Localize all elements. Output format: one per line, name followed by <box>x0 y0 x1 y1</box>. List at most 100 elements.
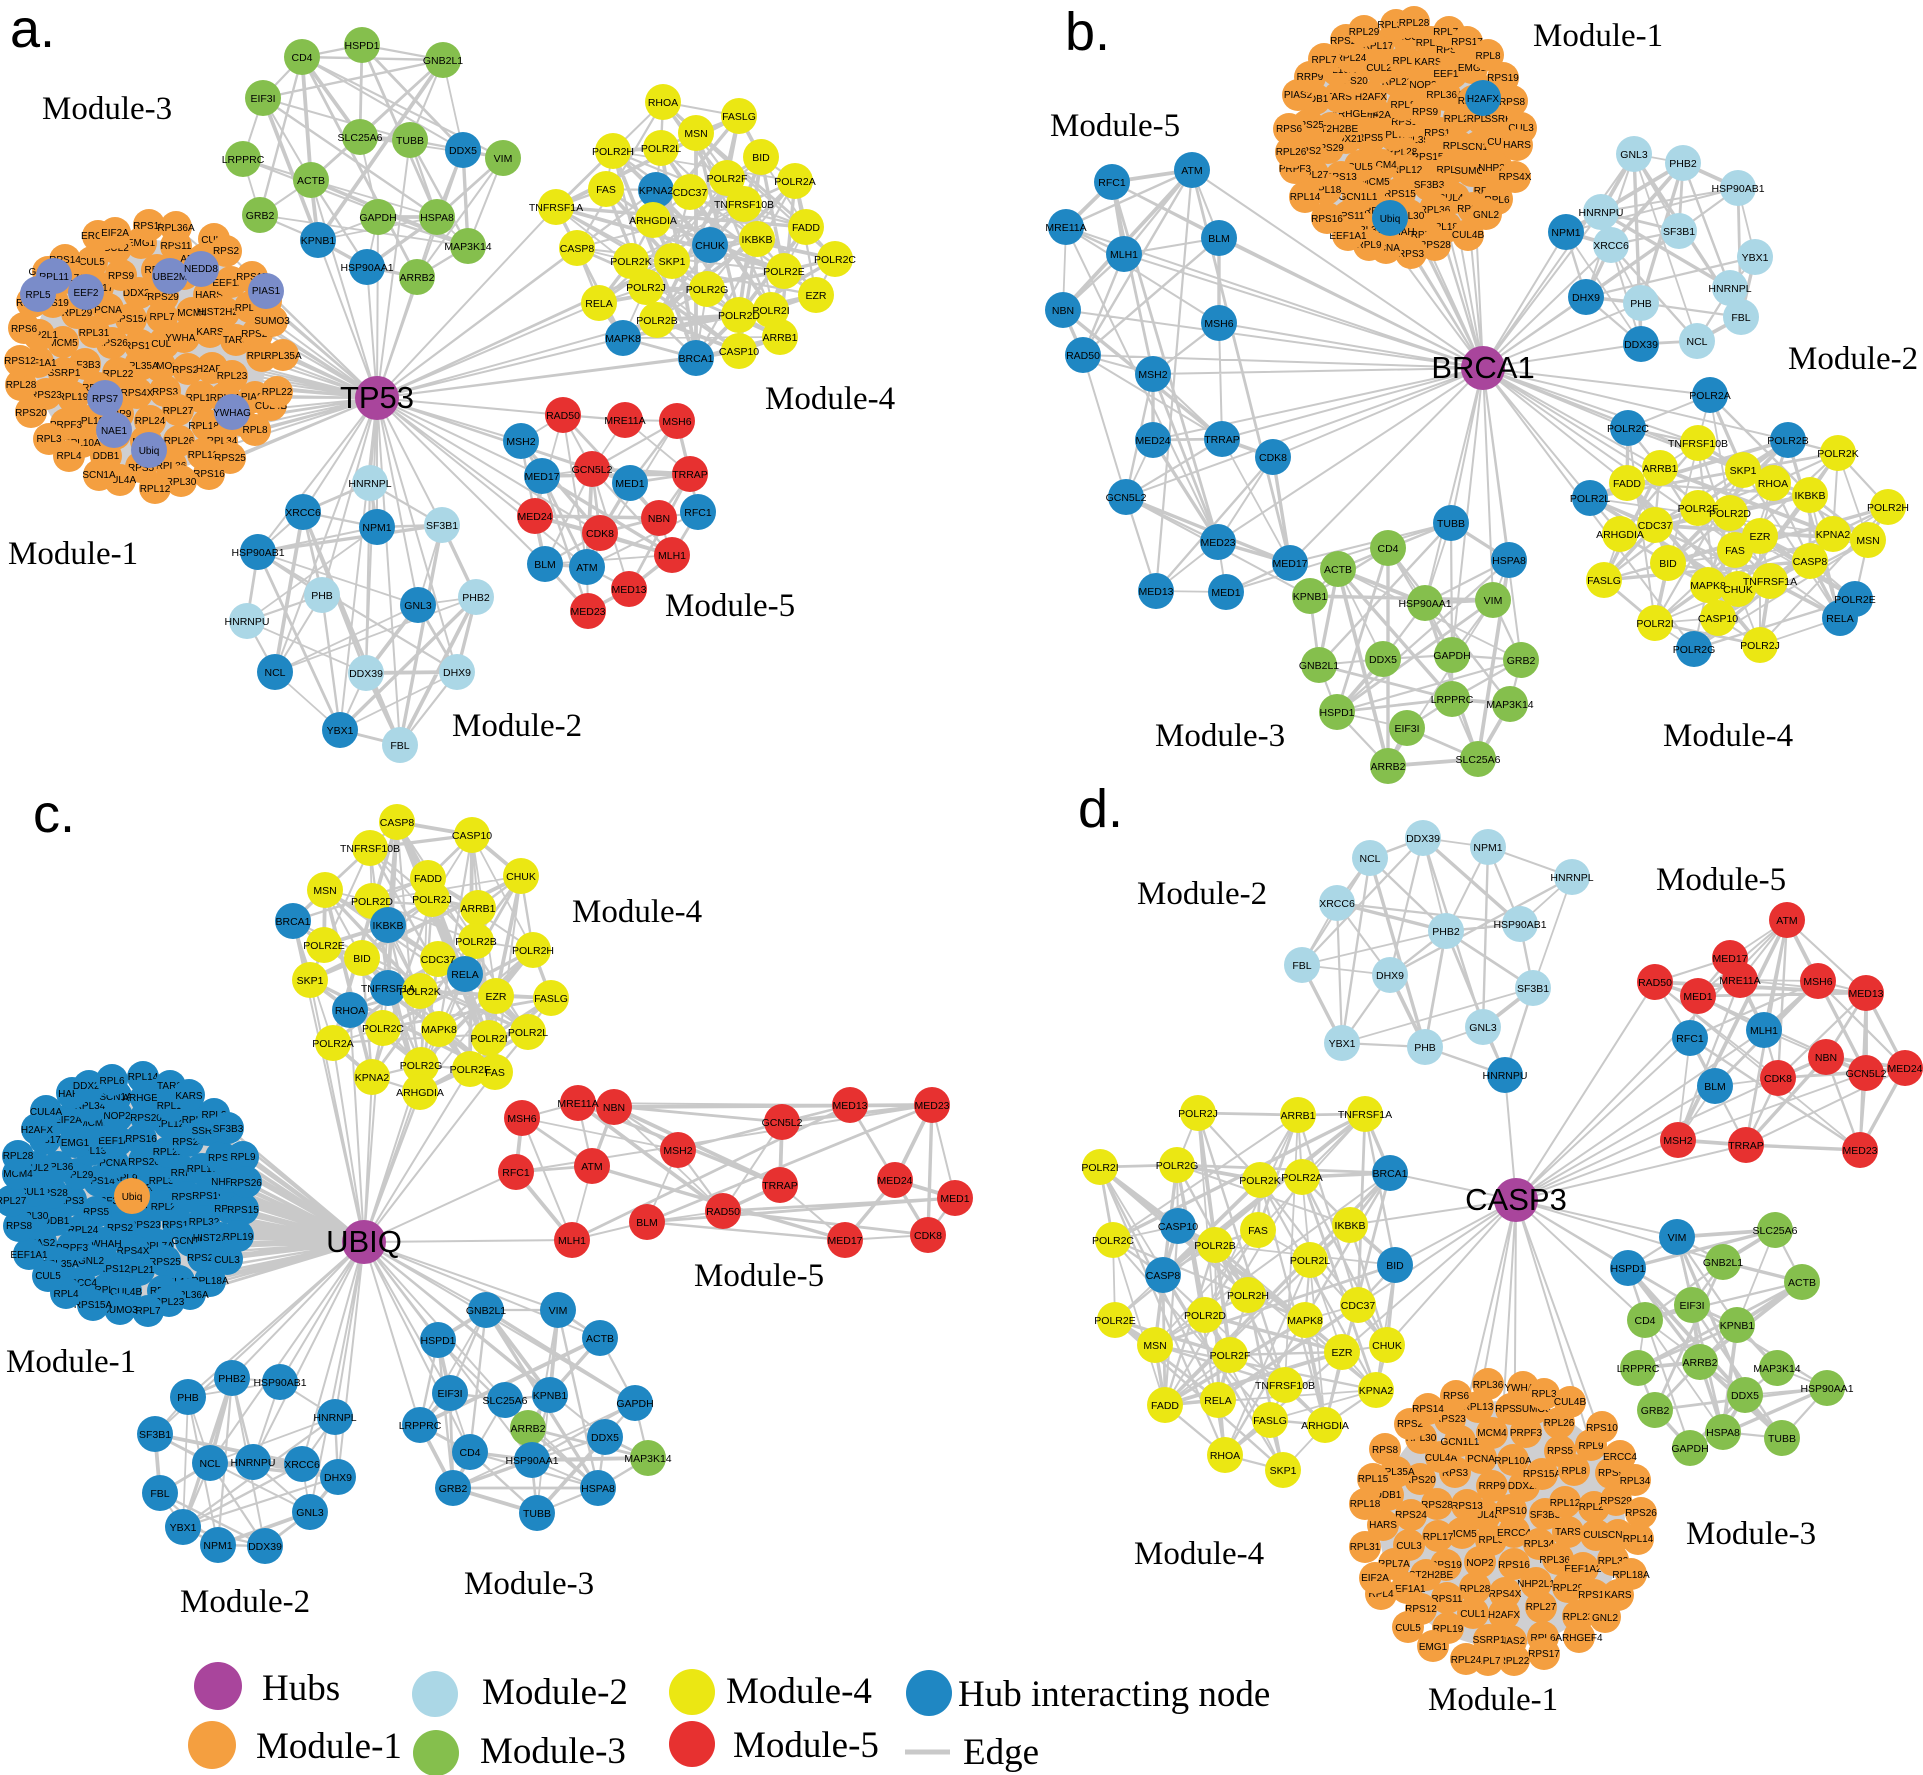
svg-text:RPS28: RPS28 <box>1419 240 1451 251</box>
svg-text:SKP1: SKP1 <box>1270 1465 1297 1477</box>
svg-text:RPL34: RPL34 <box>1620 1476 1651 1487</box>
svg-text:RPL8: RPL8 <box>1390 100 1415 111</box>
svg-text:DDX21: DDX21 <box>1330 134 1363 145</box>
svg-text:RPL31: RPL31 <box>79 328 110 339</box>
svg-text:RPS10: RPS10 <box>1586 1423 1618 1434</box>
svg-text:RPL9: RPL9 <box>112 1173 137 1184</box>
svg-text:RAD50: RAD50 <box>706 1206 740 1218</box>
svg-text:KPNA2: KPNA2 <box>639 185 674 197</box>
svg-text:H2AFX: H2AFX <box>196 364 229 375</box>
svg-text:FASLG: FASLG <box>534 993 568 1005</box>
svg-text:RPL13: RPL13 <box>188 450 219 461</box>
svg-text:BID: BID <box>1386 1260 1404 1272</box>
svg-text:RPS5: RPS5 <box>128 463 155 474</box>
svg-text:FADD: FADD <box>1151 1400 1179 1412</box>
svg-text:RPS12: RPS12 <box>1405 1604 1437 1615</box>
svg-text:MLH1: MLH1 <box>658 550 686 562</box>
svg-text:GCN1L1: GCN1L1 <box>1441 1437 1480 1448</box>
svg-text:Module-1: Module-1 <box>1533 18 1663 54</box>
svg-text:RPL27: RPL27 <box>163 406 194 417</box>
svg-text:LRPPRC: LRPPRC <box>1617 1363 1660 1375</box>
svg-text:RPL3: RPL3 <box>201 1110 226 1121</box>
svg-text:BRCA1: BRCA1 <box>678 353 713 365</box>
svg-text:RPL5: RPL5 <box>25 290 50 301</box>
svg-text:KARS: KARS <box>175 1091 203 1102</box>
svg-text:CASP3: CASP3 <box>1465 1182 1567 1217</box>
svg-text:TNFRSF10B: TNFRSF10B <box>714 199 774 211</box>
svg-text:ACTB: ACTB <box>1788 1277 1816 1289</box>
svg-text:GAPDH: GAPDH <box>616 1398 653 1410</box>
svg-text:RPL3: RPL3 <box>36 434 61 445</box>
svg-text:ARHGDIA: ARHGDIA <box>396 1087 444 1099</box>
svg-text:b.: b. <box>1065 2 1110 62</box>
svg-text:RPL30: RPL30 <box>1406 1433 1437 1444</box>
svg-text:VIM: VIM <box>549 1305 568 1317</box>
svg-text:CHUK: CHUK <box>506 871 536 883</box>
svg-text:HNRNPL: HNRNPL <box>313 1412 356 1424</box>
svg-text:POLR2B: POLR2B <box>1194 1240 1235 1252</box>
svg-text:CASP8: CASP8 <box>1793 556 1828 568</box>
svg-text:MED23: MED23 <box>914 1100 949 1112</box>
svg-text:TRRAP: TRRAP <box>762 1180 798 1192</box>
svg-text:RPL34: RPL34 <box>75 1101 106 1112</box>
svg-text:GAPDH: GAPDH <box>1433 650 1470 662</box>
svg-text:POLR2L: POLR2L <box>508 1027 548 1039</box>
svg-text:BLM: BLM <box>1704 1081 1726 1093</box>
svg-text:TUBB: TUBB <box>1768 1433 1796 1445</box>
svg-text:POLR2C: POLR2C <box>814 254 856 266</box>
svg-text:TRRAP: TRRAP <box>1728 1140 1764 1152</box>
svg-text:MED13: MED13 <box>611 584 646 596</box>
svg-text:RPS14: RPS14 <box>1412 1404 1444 1415</box>
svg-text:POLR2K: POLR2K <box>610 256 651 268</box>
svg-text:RPS16: RPS16 <box>1498 1560 1530 1571</box>
svg-text:NCL: NCL <box>199 1458 220 1470</box>
svg-text:POLR2E: POLR2E <box>763 266 804 278</box>
svg-text:RPS29: RPS29 <box>147 292 179 303</box>
svg-text:RPL31: RPL31 <box>1350 1542 1381 1553</box>
svg-text:NCL: NCL <box>1359 853 1380 865</box>
svg-text:RPL35A: RPL35A <box>121 361 159 372</box>
svg-text:MSN: MSN <box>1856 535 1879 547</box>
svg-text:CASP8: CASP8 <box>560 243 595 255</box>
svg-text:CD4: CD4 <box>1634 1315 1655 1327</box>
svg-text:MRE11A: MRE11A <box>1045 222 1086 234</box>
svg-text:MED23: MED23 <box>570 606 605 618</box>
svg-text:DDX39: DDX39 <box>248 1541 282 1553</box>
svg-text:HIST2H2BE: HIST2H2BE <box>1304 124 1359 135</box>
svg-text:KARS: KARS <box>1414 57 1442 68</box>
svg-text:c.: c. <box>33 784 75 844</box>
svg-text:RPS3: RPS3 <box>58 1196 85 1207</box>
svg-text:RPL23: RPL23 <box>154 1297 185 1308</box>
svg-text:POLR2K: POLR2K <box>1817 448 1858 460</box>
svg-text:HSP90AB1: HSP90AB1 <box>253 1377 306 1389</box>
svg-text:RPL18A: RPL18A <box>188 421 226 432</box>
svg-text:RPL36: RPL36 <box>1473 1380 1504 1391</box>
svg-text:HIST2H2BE: HIST2H2BE <box>193 1233 248 1244</box>
svg-text:NHP2L1: NHP2L1 <box>1478 163 1516 174</box>
svg-text:MED1: MED1 <box>940 1193 969 1205</box>
svg-text:BID: BID <box>752 152 770 164</box>
svg-text:SF3B1: SF3B1 <box>139 1429 171 1441</box>
svg-text:Module-3: Module-3 <box>1686 1516 1816 1552</box>
svg-text:CUL4B: CUL4B <box>110 1287 143 1298</box>
svg-text:RPL17: RPL17 <box>1363 41 1394 52</box>
svg-text:Edge: Edge <box>963 1732 1039 1773</box>
svg-text:POLR2J: POLR2J <box>412 894 452 906</box>
svg-text:POLR2J: POLR2J <box>1178 1108 1218 1120</box>
svg-text:RPL24: RPL24 <box>1336 53 1367 64</box>
svg-text:RPS26: RPS26 <box>128 1157 160 1168</box>
svg-text:HSPA8: HSPA8 <box>1706 1427 1740 1439</box>
svg-text:RPS4X: RPS4X <box>1489 1589 1522 1600</box>
svg-text:RPS6: RPS6 <box>1276 124 1303 135</box>
svg-text:MED13: MED13 <box>832 1100 867 1112</box>
svg-text:RPL15: RPL15 <box>157 1101 188 1112</box>
svg-text:BRCA1: BRCA1 <box>1431 350 1534 385</box>
svg-text:MAP3K14: MAP3K14 <box>1486 699 1533 711</box>
svg-text:RPS25: RPS25 <box>1292 120 1324 131</box>
svg-text:NOP2: NOP2 <box>103 1111 131 1122</box>
svg-text:FBL: FBL <box>1731 312 1750 324</box>
svg-text:SLC25A6: SLC25A6 <box>483 1395 528 1407</box>
svg-text:SUMO3: SUMO3 <box>142 361 178 372</box>
svg-text:Module-2: Module-2 <box>482 1672 628 1713</box>
svg-text:POLR2J: POLR2J <box>1740 640 1780 652</box>
